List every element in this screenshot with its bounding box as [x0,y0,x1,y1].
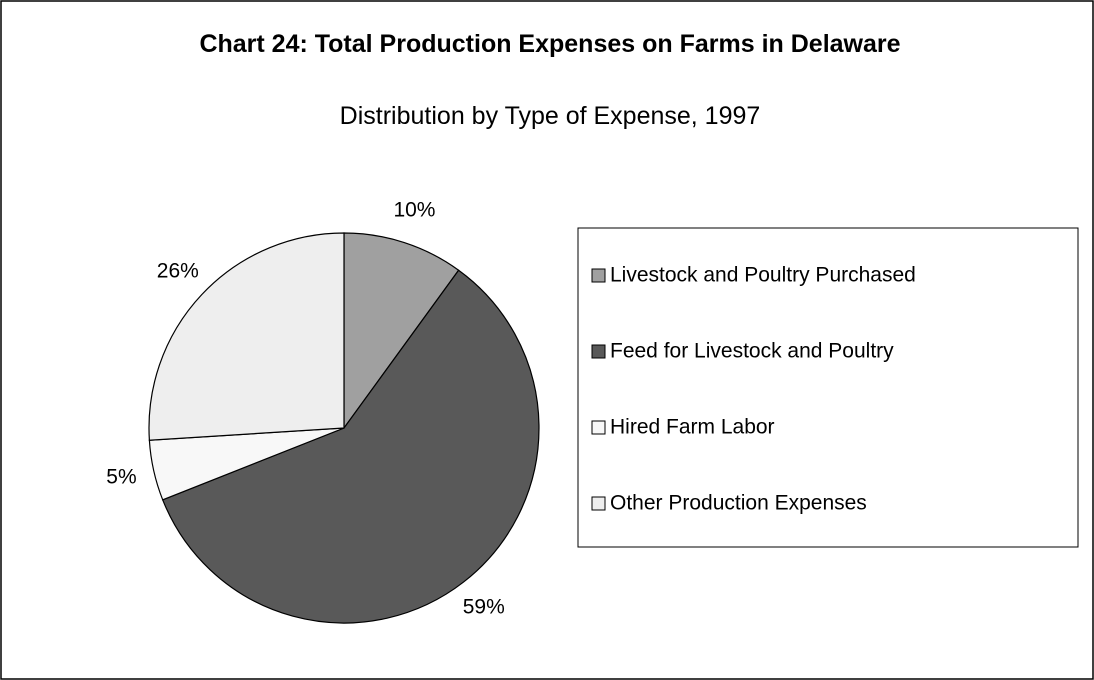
data-label: 26% [157,259,199,282]
legend-label: Feed for Livestock and Poultry [610,340,894,363]
legend-swatch [591,496,606,511]
legend-box [577,227,1079,548]
legend-label: Livestock and Poultry Purchased [610,264,916,287]
legend-swatch [591,268,606,283]
data-label: 5% [106,465,136,488]
legend-label: Other Production Expenses [610,492,867,515]
pie-slice [343,232,460,430]
pie-slice [148,232,345,441]
chart-subtitle: Distribution by Type of Expense, 1997 [339,102,761,130]
data-label: 59% [463,596,505,619]
data-label: 10% [393,199,435,222]
pie-slice [161,269,540,624]
legend-swatch [591,420,606,435]
legend-swatch [591,344,606,359]
chart-title: Chart 24: Total Production Expenses on F… [199,30,901,58]
legend-label: Hired Farm Labor [610,416,775,439]
